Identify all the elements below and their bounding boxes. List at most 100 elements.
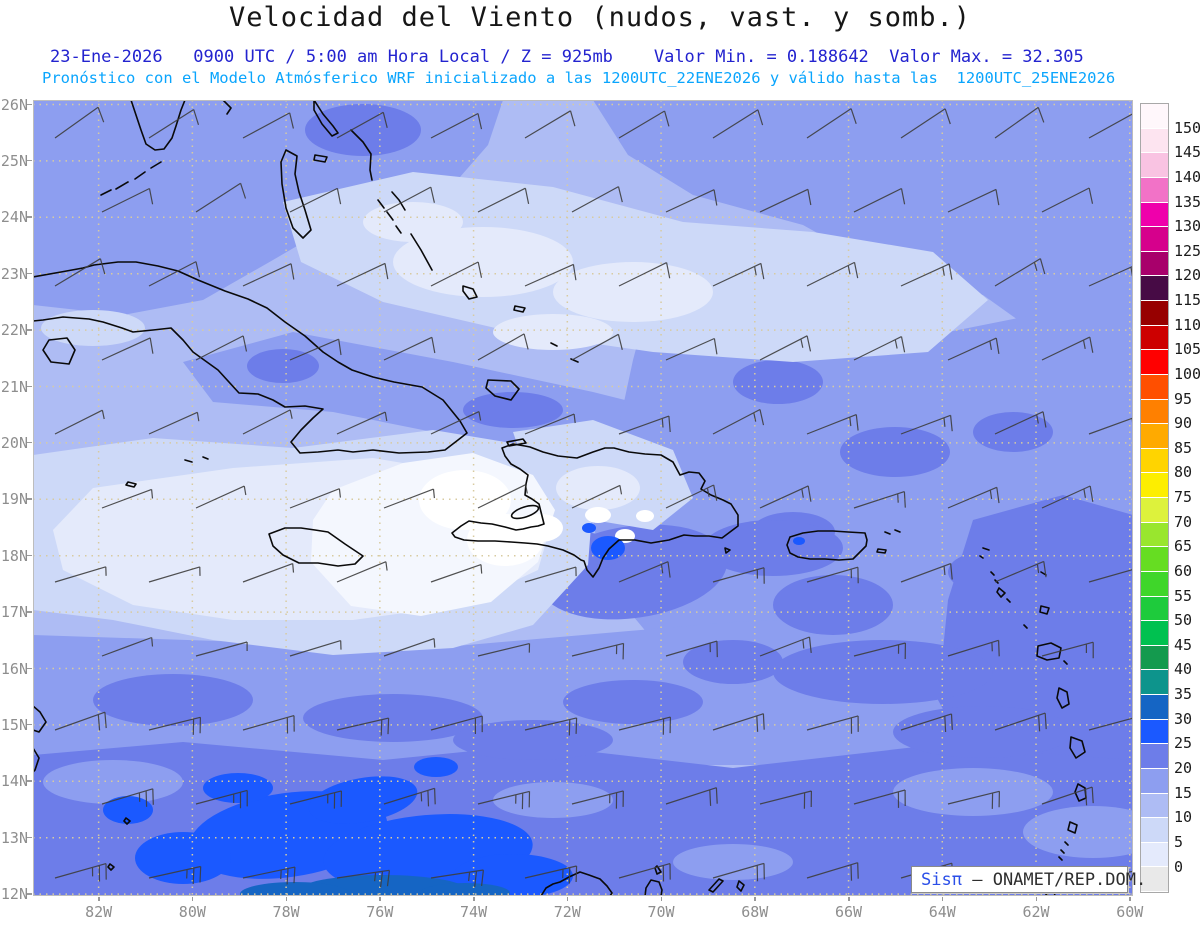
wind-barb	[618, 863, 671, 882]
colorbar-cell	[1141, 547, 1168, 572]
lat-label: 19N	[0, 490, 28, 509]
lat-tick	[27, 836, 32, 839]
wind-barb	[806, 715, 859, 734]
wind-barb	[947, 790, 1000, 809]
wind-barb	[54, 258, 106, 287]
wind-barb	[712, 109, 764, 139]
wind-barb	[430, 112, 483, 139]
wind-barb	[101, 337, 154, 361]
lat-label: 15N	[0, 715, 28, 734]
wind-barb	[242, 715, 295, 734]
watermark-org: – ONAMET/REP.DOM.	[972, 870, 1147, 890]
wind-barb	[430, 715, 483, 734]
lat-tick	[27, 780, 32, 782]
lat-tick	[27, 216, 32, 218]
lon-label: 70W	[647, 903, 675, 921]
wind-barb	[618, 415, 671, 435]
lat-tick	[27, 385, 32, 387]
wind-barb	[900, 563, 953, 583]
wind-barb	[477, 643, 531, 657]
wind-barb	[195, 485, 247, 509]
colorbar-cell	[1141, 104, 1168, 129]
wind-barb	[571, 333, 623, 361]
wind-barb	[571, 484, 623, 509]
colorbar-cell	[1141, 448, 1168, 474]
wind-barb	[289, 640, 342, 657]
wind-barb	[524, 110, 576, 139]
wind-barb	[336, 869, 390, 888]
wind-barb	[759, 790, 812, 809]
lat-tick	[27, 272, 32, 275]
lat-tick	[27, 611, 32, 613]
lon-label: 66W	[834, 903, 863, 921]
wind-barb	[101, 788, 154, 807]
watermark-box: Sisπ – ONAMET/REP.DOM.	[911, 866, 1146, 893]
wind-barb	[430, 411, 482, 435]
colorbar	[1140, 103, 1169, 893]
colorbar-tick-label: 125	[1174, 241, 1200, 260]
wind-barb	[383, 186, 435, 213]
colorbar-cell	[1141, 670, 1168, 695]
wind-barb	[336, 111, 388, 139]
chart-title: Velocidad del Viento (nudos, vast. y som…	[229, 2, 971, 33]
wind-barb	[242, 112, 294, 139]
wind-barb	[336, 561, 388, 583]
wind-barb	[524, 413, 576, 435]
colorbar-cell	[1141, 424, 1168, 449]
wind-barb	[148, 108, 200, 139]
lon-tick	[379, 897, 381, 901]
lon-tick	[98, 897, 100, 901]
lon-label: 80W	[178, 903, 206, 921]
wind-barb	[148, 716, 201, 735]
lat-tick	[27, 329, 32, 331]
wind-barb	[759, 188, 812, 213]
lon-tick	[1035, 897, 1038, 901]
wind-barb	[101, 187, 154, 213]
wind-barb	[477, 790, 531, 810]
colorbar-tick-label: 140	[1174, 167, 1200, 186]
wind-barb	[853, 491, 906, 509]
colorbar-tick-label: 130	[1174, 217, 1200, 236]
wind-barb	[1041, 786, 1094, 806]
colorbar-tick-label: 70	[1174, 512, 1193, 531]
wind-barb	[994, 258, 1046, 287]
wind-barb	[618, 110, 670, 139]
wind-barb	[1041, 336, 1094, 361]
wind-barb	[336, 262, 389, 287]
lon-tick	[660, 897, 663, 901]
lat-label: 20N	[0, 433, 28, 452]
wind-barb	[383, 638, 436, 657]
colorbar-cell	[1141, 251, 1168, 277]
wind-barb	[54, 106, 105, 139]
lat-label: 21N	[0, 377, 28, 396]
lat-tick	[27, 554, 32, 557]
wind-barb	[994, 560, 1047, 583]
lat-label: 13N	[0, 828, 28, 847]
lat-tick	[27, 103, 32, 105]
colorbar-tick-label: 120	[1174, 266, 1200, 285]
lon-label: 72W	[553, 903, 581, 921]
wind-barb	[242, 563, 295, 583]
colorbar-cell	[1141, 645, 1168, 671]
wind-barb	[195, 182, 247, 213]
wind-barb	[1041, 641, 1094, 659]
wind-barb	[759, 335, 812, 361]
wind-barb	[806, 108, 857, 139]
colorbar-tick-label: 0	[1174, 857, 1184, 876]
wind-barb	[853, 789, 906, 808]
lat-label: 22N	[0, 321, 28, 340]
colorbar-tick-label: 100	[1174, 364, 1200, 383]
colorbar-tick-label: 55	[1174, 586, 1193, 605]
wind-barb	[853, 336, 906, 361]
colorbar-cell	[1141, 498, 1168, 523]
lat-tick	[27, 441, 32, 444]
lon-tick	[848, 897, 850, 901]
colorbar-tick-label: 45	[1174, 635, 1193, 654]
wind-barb	[618, 262, 671, 287]
wind-barb	[54, 409, 105, 435]
lon-tick	[754, 897, 756, 901]
colorbar-tick-label: 85	[1174, 438, 1193, 457]
lat-label: 14N	[0, 772, 28, 791]
wind-barb	[712, 862, 765, 882]
wind-barb	[430, 261, 483, 287]
